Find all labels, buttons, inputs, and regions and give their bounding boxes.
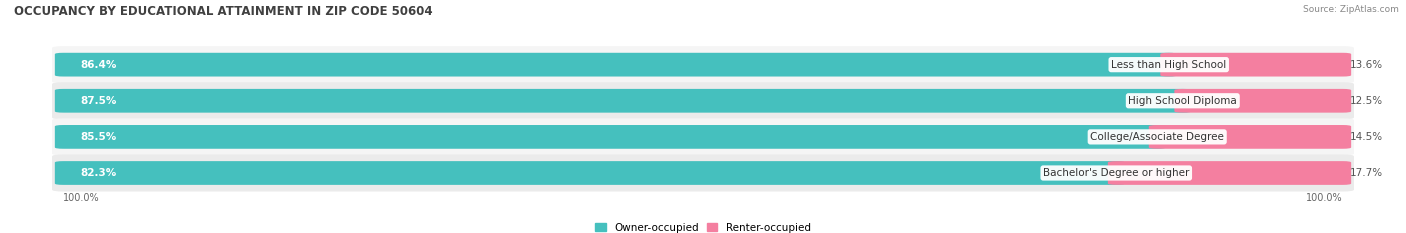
Text: 14.5%: 14.5% (1350, 132, 1384, 142)
Text: High School Diploma: High School Diploma (1129, 96, 1237, 106)
FancyBboxPatch shape (55, 125, 1166, 149)
Text: 85.5%: 85.5% (80, 132, 117, 142)
Text: 17.7%: 17.7% (1350, 168, 1384, 178)
FancyBboxPatch shape (52, 154, 1354, 192)
Text: 13.6%: 13.6% (1350, 60, 1384, 70)
Text: 82.3%: 82.3% (80, 168, 117, 178)
Text: 86.4%: 86.4% (80, 60, 117, 70)
Text: 12.5%: 12.5% (1350, 96, 1384, 106)
Text: Source: ZipAtlas.com: Source: ZipAtlas.com (1303, 5, 1399, 14)
FancyBboxPatch shape (55, 161, 1125, 185)
Text: 100.0%: 100.0% (1306, 193, 1343, 203)
FancyBboxPatch shape (1160, 53, 1351, 76)
Text: College/Associate Degree: College/Associate Degree (1090, 132, 1225, 142)
Text: 100.0%: 100.0% (63, 193, 100, 203)
FancyBboxPatch shape (1108, 161, 1351, 185)
Text: Less than High School: Less than High School (1111, 60, 1226, 70)
FancyBboxPatch shape (55, 89, 1191, 113)
Text: Bachelor's Degree or higher: Bachelor's Degree or higher (1043, 168, 1189, 178)
Text: 87.5%: 87.5% (80, 96, 117, 106)
Legend: Owner-occupied, Renter-occupied: Owner-occupied, Renter-occupied (595, 223, 811, 233)
FancyBboxPatch shape (52, 82, 1354, 119)
Text: OCCUPANCY BY EDUCATIONAL ATTAINMENT IN ZIP CODE 50604: OCCUPANCY BY EDUCATIONAL ATTAINMENT IN Z… (14, 5, 433, 18)
FancyBboxPatch shape (52, 118, 1354, 155)
FancyBboxPatch shape (55, 53, 1177, 76)
FancyBboxPatch shape (52, 46, 1354, 83)
FancyBboxPatch shape (1174, 89, 1351, 113)
FancyBboxPatch shape (1149, 125, 1351, 149)
